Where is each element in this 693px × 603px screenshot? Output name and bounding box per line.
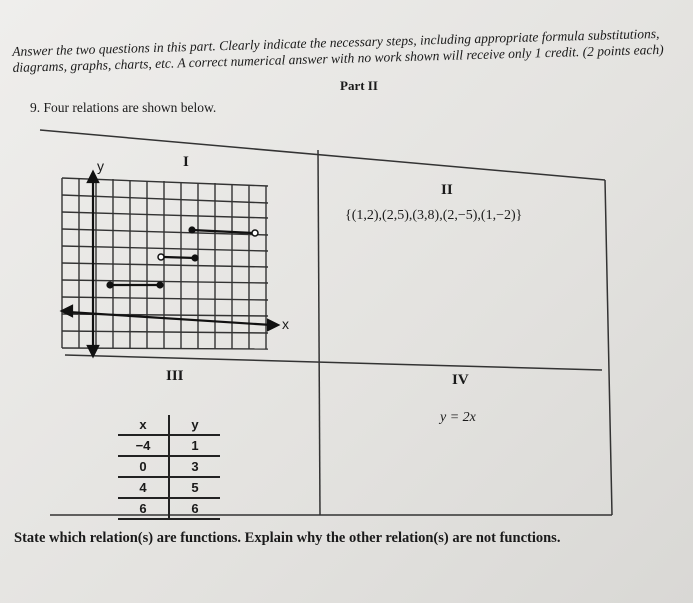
relation-label: II (441, 182, 453, 198)
prompt: State which relation(s) are functions. E… (14, 530, 561, 546)
cell: 5 (168, 476, 220, 499)
cell: 0 (118, 455, 170, 478)
ordered-pair-set: {(1,2),(2,5),(3,8),(2,−5),(1,−2)} (345, 208, 523, 223)
cell: 6 (168, 497, 220, 520)
part-heading: Part II (340, 78, 378, 93)
relation-label: I (183, 154, 189, 170)
cell: 6 (118, 497, 170, 520)
cell: 3 (168, 455, 220, 478)
column-header: x (118, 415, 170, 436)
question: 9. Four relations are shown below. (30, 100, 217, 115)
relation-label: III (166, 368, 184, 384)
axis-label: x (282, 316, 289, 332)
cell: −4 (118, 434, 170, 457)
cell: 1 (168, 434, 220, 457)
equation: y = 2x (440, 410, 476, 425)
cell: 4 (118, 476, 170, 499)
axis-label: y (97, 158, 104, 174)
column-header: y (168, 415, 220, 436)
relation-label: IV (452, 372, 469, 388)
